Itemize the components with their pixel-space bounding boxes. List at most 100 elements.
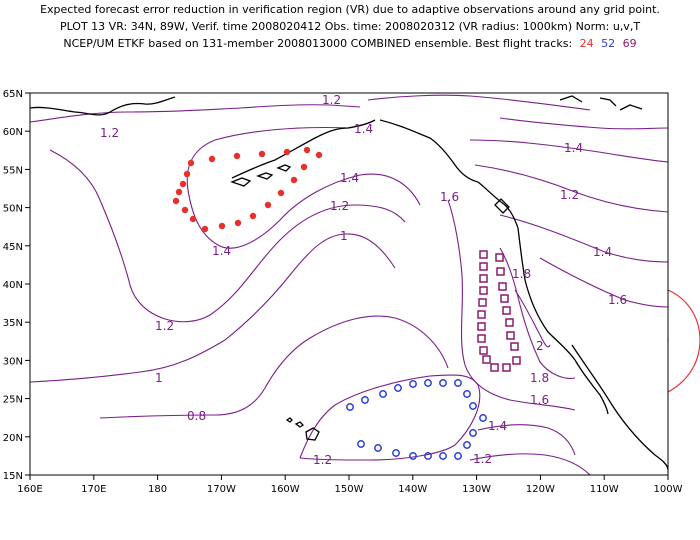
track-label-52: 52: [601, 37, 616, 50]
verification-region: [667, 331, 668, 349]
contour-label-13: 1.2: [155, 319, 174, 333]
y-tick-label: 30N: [3, 356, 23, 367]
contour-label-19: 2: [536, 339, 544, 353]
track-69-point: [477, 334, 486, 343]
track-24-point: [234, 219, 242, 227]
flight-track-52: [346, 379, 487, 460]
track-69-point: [495, 253, 504, 262]
contour-label-22: 1.2: [473, 452, 492, 466]
contour-label-8: 1: [340, 229, 348, 243]
track-52-point: [409, 380, 417, 388]
contour-1.2-mid: [49, 149, 406, 323]
contour-1.2-east: [474, 164, 668, 213]
hawaii-big-island: [305, 427, 320, 441]
x-tick-label: 170W: [207, 484, 236, 495]
contour-label-3: 1.2: [100, 126, 119, 140]
track-69-point: [479, 274, 488, 283]
hudson-area-top: [559, 95, 643, 111]
y-tick-label: 55N: [3, 165, 23, 176]
aleutian-island-1: [230, 177, 252, 187]
track-24-point: [300, 163, 308, 171]
contour-label-17: 1.4: [488, 419, 507, 433]
contour-0.8: [99, 315, 449, 419]
coastlines: [30, 95, 668, 471]
y-tick-label: 20N: [3, 433, 23, 444]
contour-1.4-north-loop: [186, 126, 421, 249]
track-69-point: [498, 282, 507, 291]
y-tick-label: 35N: [3, 318, 23, 329]
x-tick-label: 180: [148, 484, 167, 495]
contour-2: [514, 289, 551, 348]
contour-label-5: 1.6: [440, 190, 459, 204]
x-axis: 160E 170E 180 170W 160W 150W 140W 130W 120W 110W 1…: [17, 475, 683, 495]
track-69-point: [505, 318, 514, 327]
contour-label-16: 1.2: [313, 453, 332, 467]
x-tick-label: 100W: [654, 484, 683, 495]
hawaii-oahu: [285, 417, 293, 423]
track-label-69: 69: [622, 37, 637, 50]
aleutian-island-2: [256, 172, 274, 180]
track-24-point: [181, 206, 189, 214]
baja-peninsula: [574, 359, 609, 415]
verification-region-edge: [667, 289, 700, 393]
x-tick-label: 120W: [526, 484, 555, 495]
bc-coast: [477, 181, 519, 229]
title-line-1: Expected forecast error reduction in ver…: [40, 3, 660, 16]
track-52-point: [424, 452, 432, 460]
y-axis: 15N 20N 25N 30N 35N 40N 45N 50N 55N 60N 65N: [3, 89, 30, 482]
track-52-point: [469, 429, 477, 437]
track-24-point: [258, 150, 266, 158]
contour-lines: [30, 94, 668, 475]
track-24-point: [264, 201, 272, 209]
x-tick-label: 160W: [271, 484, 300, 495]
track-24-point: [179, 180, 187, 188]
mexico-coast: [571, 344, 668, 471]
track-24-point: [290, 176, 298, 184]
contour-1.6-east: [539, 257, 668, 308]
track-69-point: [477, 310, 486, 319]
track-52-point: [469, 402, 477, 410]
track-52-point: [346, 403, 354, 411]
track-24-point: [175, 188, 183, 196]
y-tick-label: 25N: [3, 395, 23, 406]
title-line-3-text: NCEP/UM ETKF based on 131-member 2008013…: [63, 37, 573, 50]
track-52-point: [463, 390, 471, 398]
title-line-3: NCEP/UM ETKF based on 131-member 2008013…: [0, 37, 700, 50]
track-24-point: [277, 189, 285, 197]
y-tick-label: 45N: [3, 242, 23, 253]
contour-label-14: 1: [155, 371, 163, 385]
contour-1.4-east: [499, 214, 668, 263]
aleutian-island-3: [276, 164, 292, 172]
contour-labels: 1.2 1.4 1.2 1.4 1.6 1.2 1.4 1 1.2 1.4 1.…: [100, 93, 627, 467]
contour-label-20: 1.8: [530, 371, 549, 385]
track-69-point: [479, 286, 488, 295]
track-24-point: [303, 146, 311, 154]
track-52-point: [454, 452, 462, 460]
track-24-point: [208, 155, 216, 163]
contour-label-10: 1.4: [593, 245, 612, 259]
x-tick-label: 140W: [398, 484, 427, 495]
track-52-point: [424, 379, 432, 387]
track-52-point: [394, 384, 402, 392]
track-69-point: [512, 356, 521, 365]
title-line-2: PLOT 13 VR: 34N, 89W, Verif. time 200802…: [59, 20, 641, 33]
contour-label-9: 1.2: [560, 188, 579, 202]
contour-1.2-topright: [367, 94, 591, 111]
x-tick-label: 110W: [590, 484, 619, 495]
contour-label-4: 1.4: [340, 171, 359, 185]
track-69-point: [479, 346, 488, 355]
track-24-point: [218, 222, 226, 230]
track-69-point: [479, 250, 488, 259]
contour-label-12: 1.8: [512, 267, 531, 281]
contour-1.8: [499, 247, 576, 379]
y-tick-label: 60N: [3, 127, 23, 138]
track-24-point: [201, 225, 209, 233]
contour-1.2-west: [30, 104, 361, 123]
track-69-point: [510, 342, 519, 351]
contour-1.4-south: [477, 424, 576, 456]
contour-1-top: [499, 117, 668, 130]
alaska-south-coast: [231, 119, 376, 179]
track-52-point: [439, 452, 447, 460]
track-52-point: [463, 441, 471, 449]
